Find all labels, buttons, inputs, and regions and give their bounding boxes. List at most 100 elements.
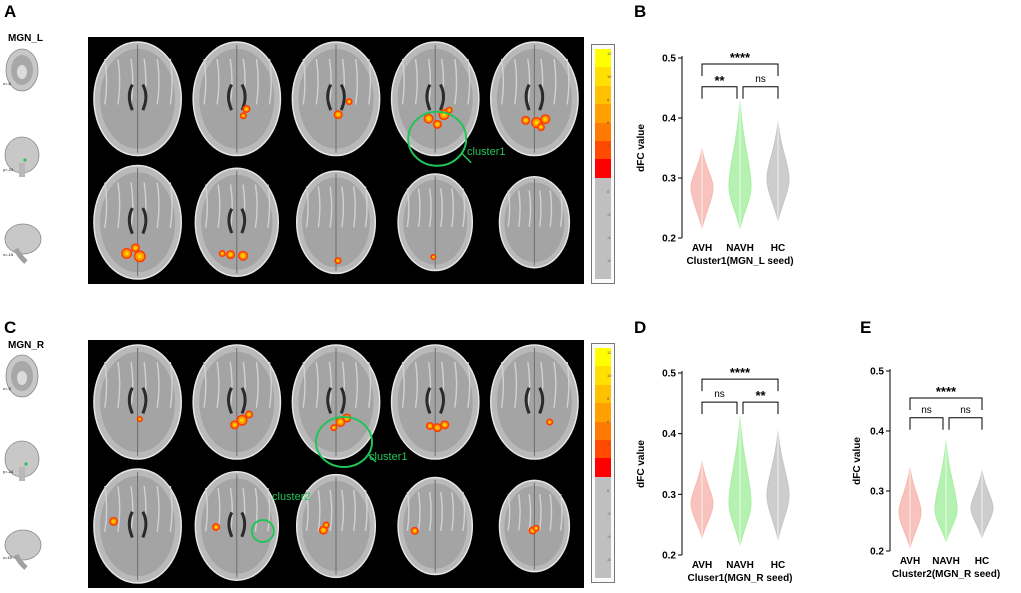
y-tick-label: 0.2 (662, 551, 676, 562)
colorbar: 12 10 8 6 4 2 0 -2 -4 -6 (591, 44, 615, 284)
brain-slice (291, 344, 381, 460)
colorbar-block (595, 421, 611, 440)
colorbar-block (595, 458, 611, 477)
colorbar-tick-label: -2 (607, 212, 611, 217)
brain-slice (192, 344, 282, 460)
significance-bracket (742, 86, 779, 99)
colorbar-neutral-block (595, 177, 611, 279)
cluster2-outline (250, 519, 275, 543)
significance-label: ** (755, 388, 766, 403)
colorbar-block (595, 348, 611, 367)
axial-slice-thumbnail (5, 354, 39, 398)
colorbar-tick-label: -4 (607, 235, 611, 240)
slice-label-axial: z=-5 (3, 386, 11, 391)
y-axis-label: dFC value (852, 437, 863, 485)
significance-label: **** (730, 365, 751, 380)
violin-chart-d: dFC value 0.2 0.3 0.4 0.5 AVH NAVH HC Cluser1(MG… (636, 365, 793, 584)
colorbar-tick-label: 10 (607, 373, 612, 378)
cluster1-outline (315, 416, 373, 468)
axial-slice-thumbnail (5, 48, 39, 92)
y-tick-label: 0.3 (662, 490, 676, 501)
brain-slice (498, 479, 571, 573)
colorbar-block (595, 85, 611, 105)
colorbar-tick-label: 8 (607, 396, 610, 401)
colorbar-tick-label: 8 (607, 97, 610, 102)
slice-label-coronal: y=-24 (3, 469, 14, 474)
colorbar-block (595, 122, 611, 141)
y-tick-label: 0.4 (870, 427, 884, 438)
brain-slice (490, 41, 579, 157)
x-tick-label: NAVH (932, 556, 960, 567)
violin-chart-b: dFC value 0.2 0.3 0.4 0.5 AVH NAVH HC Cluster1(M… (636, 50, 794, 267)
y-tick-label: 0.2 (870, 547, 884, 558)
brain-slice (295, 473, 377, 579)
significance-label: ns (921, 405, 932, 416)
x-tick-label: NAVH (726, 243, 754, 254)
y-tick-label: 0.5 (870, 367, 884, 378)
colorbar-tick-label: 12 (607, 51, 612, 56)
colorbar-block (595, 141, 611, 160)
brain-slice (390, 344, 480, 460)
brain-slice (93, 41, 182, 157)
x-tick-label: HC (771, 243, 785, 254)
y-tick-label: 0.5 (662, 369, 676, 380)
colorbar-tick-label: 12 (607, 350, 612, 355)
y-axis-label: dFC value (636, 440, 647, 488)
colorbar-tick-label: 0 (607, 488, 610, 493)
y-tick-label: 0.3 (662, 174, 676, 185)
brain-slice (291, 41, 381, 157)
brain-slices (93, 344, 579, 584)
panel-letter-d: D (634, 318, 647, 337)
x-axis-label: Cluser1(MGN_R seed) (687, 573, 792, 584)
significance-bracket (948, 417, 983, 430)
panel-letter-e: E (860, 318, 872, 337)
brain-slice (498, 176, 571, 269)
slice-label-axial: z=-6 (3, 81, 11, 86)
coronal-slice-thumbnail (4, 440, 40, 481)
colorbar-tick-label: -4 (607, 534, 611, 539)
x-axis-label: Cluster1(MGN_L seed) (686, 256, 793, 267)
significance-label: **** (730, 50, 751, 65)
significance-bracket (701, 63, 779, 76)
y-tick-label: 0.3 (870, 487, 884, 498)
brain-slice (194, 167, 280, 277)
significance-bracket (701, 86, 738, 99)
slice-label-sagittal: x=15 (3, 555, 12, 560)
colorbar-block (595, 403, 611, 422)
panel-letter-c: C (4, 318, 17, 337)
significance-bracket (742, 401, 779, 415)
y-tick-label: 0.5 (662, 54, 676, 65)
colorbar-tick-label: 6 (607, 419, 610, 424)
brain-slice (397, 173, 474, 272)
x-tick-label: AVH (692, 560, 712, 571)
colorbar-neutral-block (595, 476, 611, 578)
cluster1-label: cluster1 (369, 451, 408, 463)
x-tick-label: AVH (900, 556, 920, 567)
colorbar: 12 10 8 6 4 2 0 -2 -4 -6 (591, 343, 615, 583)
colorbar-tick-label: -6 (607, 557, 611, 562)
cluster2-label: cluster2 (272, 491, 311, 503)
y-axis-label: dFC value (636, 124, 647, 172)
brain-slice (93, 468, 182, 584)
significance-bracket (701, 378, 779, 392)
brain-slice-montage (88, 37, 584, 284)
significance-bracket (909, 397, 983, 410)
brain-slice-montage (88, 340, 584, 588)
colorbar-tick-label: 4 (607, 442, 610, 447)
sagittal-slice-thumbnail (4, 529, 42, 570)
colorbar-tick-label: -6 (607, 258, 611, 263)
brain-slice (192, 41, 282, 157)
significance-bracket (701, 401, 738, 415)
seed-title-mgn-l: MGN_L (8, 33, 43, 44)
coronal-slice-thumbnail (4, 136, 40, 177)
cluster1-label: cluster1 (467, 146, 506, 158)
significance-label: ns (960, 405, 971, 416)
colorbar-tick-label: 2 (607, 465, 610, 470)
colorbar-block (595, 366, 611, 385)
colorbar-tick-label: 6 (607, 120, 610, 125)
cluster1-outline (407, 110, 468, 167)
x-tick-label: AVH (692, 243, 712, 254)
significance-label: ns (755, 74, 766, 85)
slice-label-coronal: y=-24 (3, 167, 14, 172)
brain-slices (93, 41, 579, 280)
